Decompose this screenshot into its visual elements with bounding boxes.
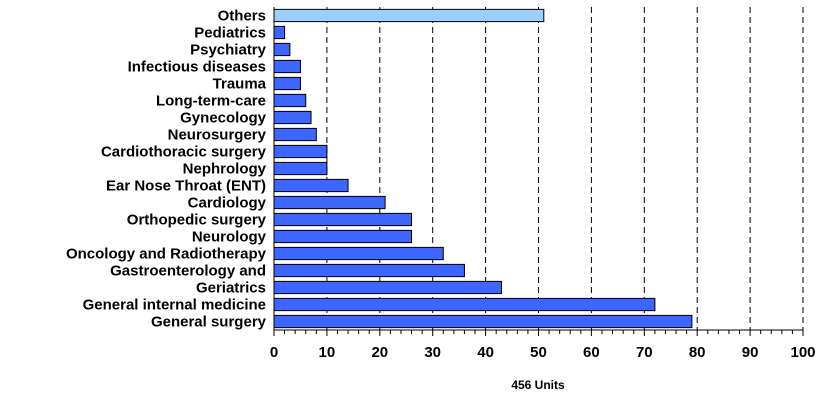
bar-infectious-diseases bbox=[273, 59, 301, 74]
x-tick-label-20: 20 bbox=[371, 344, 388, 361]
category-label: Gynecology bbox=[180, 110, 267, 127]
x-tick-label-80: 80 bbox=[689, 344, 706, 361]
bars bbox=[273, 8, 693, 329]
bar-general-internal-medicine bbox=[273, 297, 656, 312]
bar-cardiothoracic-surgery bbox=[273, 144, 328, 159]
x-tick-label-50: 50 bbox=[530, 344, 547, 361]
category-label: Infectious diseases bbox=[128, 59, 266, 76]
category-label: Neurology bbox=[192, 229, 267, 246]
category-label: Orthopedic surgery bbox=[127, 212, 267, 229]
category-label: Long-term-care bbox=[156, 93, 266, 110]
category-label: Nephrology bbox=[183, 161, 267, 178]
x-axis bbox=[273, 7, 804, 336]
bar-others bbox=[273, 8, 545, 23]
bar-gynecology bbox=[273, 110, 312, 125]
bar-long-term-care bbox=[273, 93, 307, 108]
bar-geriatrics bbox=[273, 280, 502, 295]
x-tick-label-100: 100 bbox=[790, 344, 815, 361]
tick-labels: 0 10 20 30 40 50 60 70 80 90 100 bbox=[270, 344, 816, 361]
category-label: General internal medicine bbox=[83, 297, 266, 314]
x-tick-label-0: 0 bbox=[270, 344, 278, 361]
bar-nephrology bbox=[273, 161, 328, 176]
x-tick-label-70: 70 bbox=[636, 344, 653, 361]
category-label: Gastroenterology and bbox=[110, 263, 266, 280]
category-label: Oncology and Radiotherapy bbox=[66, 246, 267, 263]
bar-orthopedic-surgery bbox=[273, 212, 413, 227]
bar-gastroenterology-and bbox=[273, 263, 465, 278]
category-label: Cardiology bbox=[188, 195, 267, 212]
category-label: Neurosurgery bbox=[168, 127, 267, 144]
x-tick-label-30: 30 bbox=[424, 344, 441, 361]
bar-psychiatry bbox=[273, 42, 291, 57]
bar-cardiology bbox=[273, 195, 386, 210]
bar-oncology-and-radiotherapy bbox=[273, 246, 444, 261]
category-label: Psychiatry bbox=[190, 42, 267, 59]
category-label: Pediatrics bbox=[194, 25, 266, 42]
category-label: Geriatrics bbox=[196, 280, 266, 297]
category-label: Ear Nose Throat (ENT) bbox=[106, 178, 266, 195]
category-label: Trauma bbox=[213, 76, 267, 93]
bar-pediatrics bbox=[273, 25, 286, 40]
x-tick-label-10: 10 bbox=[319, 344, 336, 361]
x-axis-title: 456 Units bbox=[511, 378, 565, 392]
bar-neurosurgery bbox=[273, 127, 317, 142]
bar-ear-nose-throat-ent bbox=[273, 178, 349, 193]
x-tick-label-60: 60 bbox=[583, 344, 600, 361]
gridlines bbox=[326, 7, 804, 330]
bar-neurology bbox=[273, 229, 413, 244]
x-tick-label-40: 40 bbox=[477, 344, 494, 361]
x-tick-label-90: 90 bbox=[742, 344, 759, 361]
bar-trauma bbox=[273, 76, 301, 91]
category-label: Cardiothoracic surgery bbox=[101, 144, 267, 161]
category-label: General surgery bbox=[151, 314, 267, 331]
bar-general-surgery bbox=[273, 314, 693, 329]
category-label: Others bbox=[218, 8, 266, 25]
